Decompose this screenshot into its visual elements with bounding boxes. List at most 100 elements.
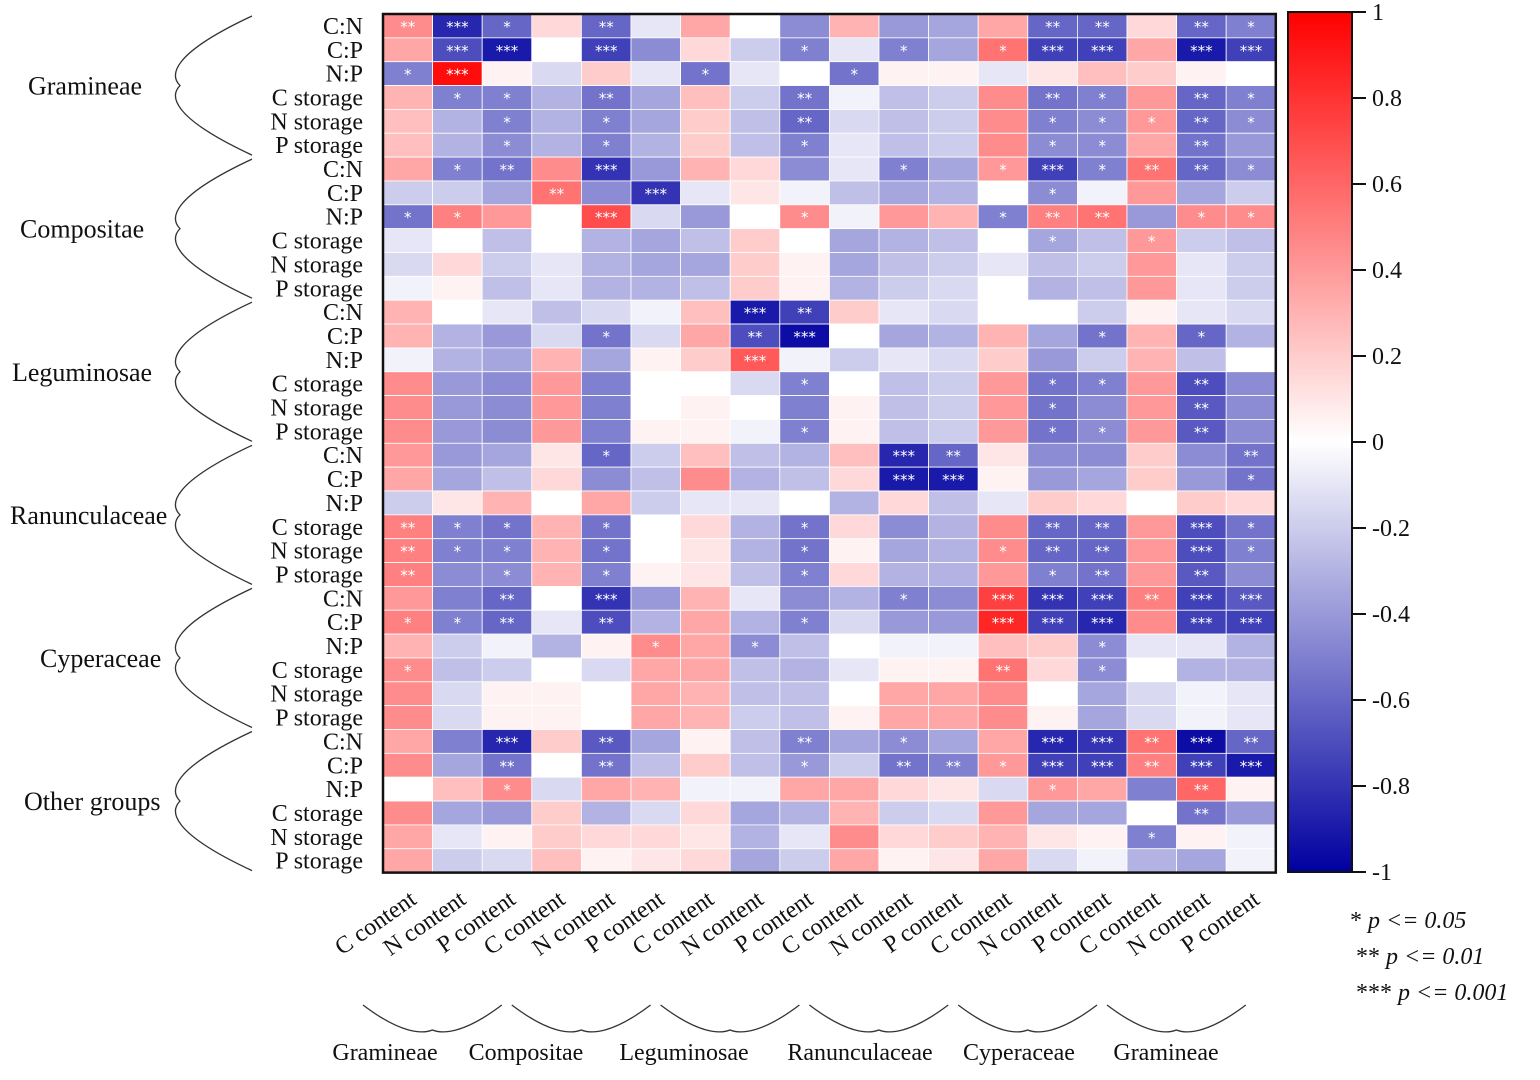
heatmap-cell [829, 514, 880, 540]
heatmap-cell [1126, 657, 1177, 683]
heatmap-cell [531, 776, 582, 802]
heatmap-cell [928, 800, 979, 826]
heatmap-cell [531, 466, 582, 492]
significance-mark: * [1098, 638, 1106, 656]
significance-mark: *** [1240, 757, 1263, 775]
heatmap-cell [1225, 657, 1277, 683]
heatmap-cell [729, 752, 781, 778]
heatmap-cell [977, 347, 1029, 373]
heatmap-cell [729, 132, 781, 158]
colorbar-tick-label: 1 [1372, 0, 1384, 26]
significance-mark: *** [992, 614, 1015, 632]
significance-mark: * [454, 209, 462, 227]
row-label: C:P [327, 610, 363, 636]
heatmap-cell [928, 705, 979, 730]
row-label: C:P [327, 467, 363, 493]
significance-mark: *** [1091, 590, 1114, 608]
heatmap-cell [878, 490, 929, 516]
significance-mark: *** [1240, 614, 1263, 632]
heatmap-cell [382, 371, 433, 397]
heatmap-cell [928, 323, 979, 349]
heatmap-cell [531, 323, 582, 349]
row-label: C:P [327, 181, 363, 207]
significance-mark: * [1049, 137, 1057, 155]
heatmap-cell [829, 729, 880, 754]
heatmap-cell [977, 299, 1029, 325]
significance-mark: ** [896, 757, 912, 775]
significance-mark: *** [1091, 733, 1114, 751]
heatmap-cell [928, 13, 979, 39]
significance-mark: ** [1045, 543, 1061, 561]
heatmap-cell [729, 395, 781, 420]
heatmap-cell [779, 705, 830, 730]
heatmap-cell [977, 85, 1029, 110]
heatmap-cell [829, 752, 880, 778]
heatmap-cell [432, 180, 483, 206]
heatmap-cell [630, 252, 681, 277]
heatmap-cell [382, 323, 433, 349]
row-label: C:P [327, 324, 363, 350]
heatmap-cell [1176, 299, 1227, 325]
row-label: C:N [323, 14, 363, 40]
heatmap-cell [928, 633, 979, 659]
heatmap-cell [878, 180, 929, 206]
heatmap-cell [680, 395, 731, 420]
heatmap-cell [630, 61, 681, 86]
significance-mark: * [1148, 233, 1156, 251]
heatmap-cell [829, 13, 880, 39]
row-label: C:N [323, 300, 363, 326]
heatmap-cell [829, 323, 880, 349]
significance-mark: * [751, 638, 759, 656]
heatmap-cell [432, 323, 483, 349]
significance-stars: ** *** * ** ** ** ** **** *** *** * * * *** *** *** ****… [400, 18, 1262, 847]
heatmap-cell [481, 275, 533, 301]
significance-mark: * [1098, 113, 1106, 131]
heatmap-cell [829, 395, 880, 420]
heatmap-cell [680, 800, 731, 826]
significance-mark: ** [1095, 543, 1111, 561]
row-group-label: Ranunculaceae [10, 501, 167, 530]
heatmap-cell [531, 204, 582, 230]
heatmap-cell [630, 514, 681, 540]
heatmap-cell [1126, 562, 1177, 587]
heatmap-cell [829, 37, 880, 63]
significance-mark: ** [797, 113, 813, 131]
heatmap-cell [977, 490, 1029, 516]
heatmap-cell [1176, 848, 1227, 874]
heatmap-cell [630, 37, 681, 63]
heatmap-cell [581, 705, 632, 730]
heatmap-cell [829, 442, 880, 468]
heatmap-cell [680, 13, 731, 39]
heatmap-cell [382, 633, 433, 659]
heatmap-cell [977, 442, 1029, 468]
heatmap-cell [1077, 180, 1128, 206]
heatmap-cell [1077, 705, 1128, 730]
significance-mark: ** [1194, 137, 1210, 155]
significance-mark: ** [500, 757, 516, 775]
heatmap-cell [531, 85, 582, 110]
heatmap-cell [1077, 275, 1128, 301]
heatmap-cell [1176, 824, 1227, 850]
heatmap-cell [630, 299, 681, 325]
heatmap-cell [680, 156, 731, 182]
heatmap-cell [382, 681, 433, 707]
colorbar-gradient [1287, 11, 1353, 873]
heatmap-cell [829, 490, 880, 516]
heatmap-cell [432, 776, 483, 802]
heatmap-cell [581, 299, 632, 325]
significance-mark: ** [1194, 805, 1210, 823]
heatmap-cell [729, 538, 781, 563]
heatmap-cell [382, 347, 433, 373]
significance-mark: ** [1194, 423, 1210, 441]
heatmap-cell [1126, 800, 1177, 826]
heatmap-cell [481, 705, 533, 730]
colorbar-tick-label: -0.2 [1372, 516, 1410, 542]
heatmap-cell [581, 371, 632, 397]
significance-mark: * [454, 543, 462, 561]
heatmap-cell [481, 323, 533, 349]
heatmap-cell [829, 180, 880, 206]
heatmap-cell [680, 180, 731, 206]
heatmap-cell [630, 538, 681, 563]
heatmap-cell [977, 371, 1029, 397]
significance-mark: * [1247, 161, 1255, 179]
